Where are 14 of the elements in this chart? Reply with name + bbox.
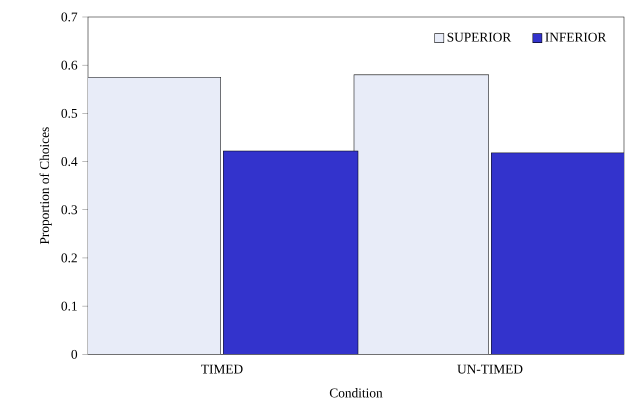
y-tick-label: 0.1 — [61, 302, 77, 311]
legend-label: SUPERIOR — [448, 32, 512, 42]
y-tick-label: 0.6 — [61, 60, 78, 70]
y-tick-label: 0 — [71, 350, 78, 359]
y-tick-label: 0.5 — [61, 108, 78, 118]
x-axis-title: Condition — [330, 388, 382, 398]
y-axis-title: Proportion of Choices — [40, 127, 52, 244]
x-tick-label: UN-TIMED — [457, 364, 522, 374]
y-tick-label: 0.4 — [61, 157, 78, 166]
x-tick-label: TIMED — [201, 364, 243, 374]
legend-label: INFERIOR — [545, 32, 606, 42]
y-tick-label: 0.2 — [61, 253, 77, 262]
y-tick-label: 0.3 — [61, 205, 78, 214]
y-tick-label: 0.7 — [61, 12, 78, 22]
